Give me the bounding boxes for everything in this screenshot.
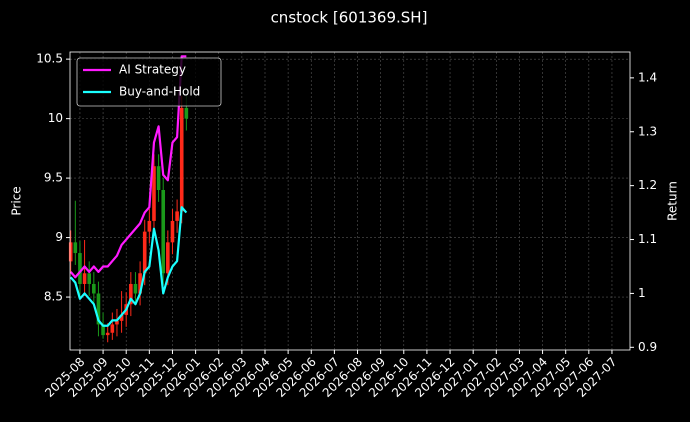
candle-body xyxy=(179,107,184,212)
candle-body xyxy=(133,283,138,294)
candle-body xyxy=(142,231,147,274)
y2-tick-label: 1 xyxy=(638,286,646,300)
series-line xyxy=(69,206,188,327)
candle-body xyxy=(138,273,142,294)
candle-body xyxy=(87,273,91,284)
candle-body xyxy=(152,166,156,221)
y2-axis-label: Return xyxy=(666,181,680,221)
legend-box xyxy=(76,57,222,107)
y-tick-label: 9 xyxy=(55,230,63,244)
y-tick-label: 10.5 xyxy=(36,52,63,66)
chart-title: cnstock [601369.SH] xyxy=(271,9,428,27)
y2-tick-label: 1.4 xyxy=(638,70,657,84)
y-tick-label: 10 xyxy=(48,111,63,125)
y2-tick-label: 0.9 xyxy=(638,340,657,354)
candle-body xyxy=(129,283,133,305)
candle-body xyxy=(170,220,175,243)
legend-label: AI Strategy xyxy=(119,63,186,77)
candle-body xyxy=(184,107,189,119)
y2-tick-label: 1.1 xyxy=(638,232,657,246)
candle-body xyxy=(68,242,73,262)
y-tick-label: 8.5 xyxy=(44,290,63,304)
y-tick-label: 9.5 xyxy=(44,171,63,185)
candle-body xyxy=(147,220,152,232)
plot-frame xyxy=(69,51,631,351)
y2-tick-label: 1.2 xyxy=(638,178,657,192)
y-axis-label: Price xyxy=(10,186,24,215)
legend-label: Buy-and-Hold xyxy=(119,85,200,99)
candle-body xyxy=(78,253,82,284)
candle-body xyxy=(115,320,119,325)
candle-body xyxy=(82,273,87,284)
candle-body xyxy=(73,242,78,254)
series-line xyxy=(69,55,187,279)
y2-tick-label: 1.3 xyxy=(638,124,657,138)
candle-body xyxy=(175,211,179,221)
candle-body xyxy=(156,166,161,190)
candle-body xyxy=(161,189,166,274)
candle-body xyxy=(110,324,115,333)
candle-body xyxy=(105,332,110,336)
candle-body xyxy=(166,242,170,274)
candle-body xyxy=(101,324,105,336)
candle-body xyxy=(92,283,96,294)
candle-body xyxy=(96,293,101,325)
candle-body xyxy=(119,314,124,321)
